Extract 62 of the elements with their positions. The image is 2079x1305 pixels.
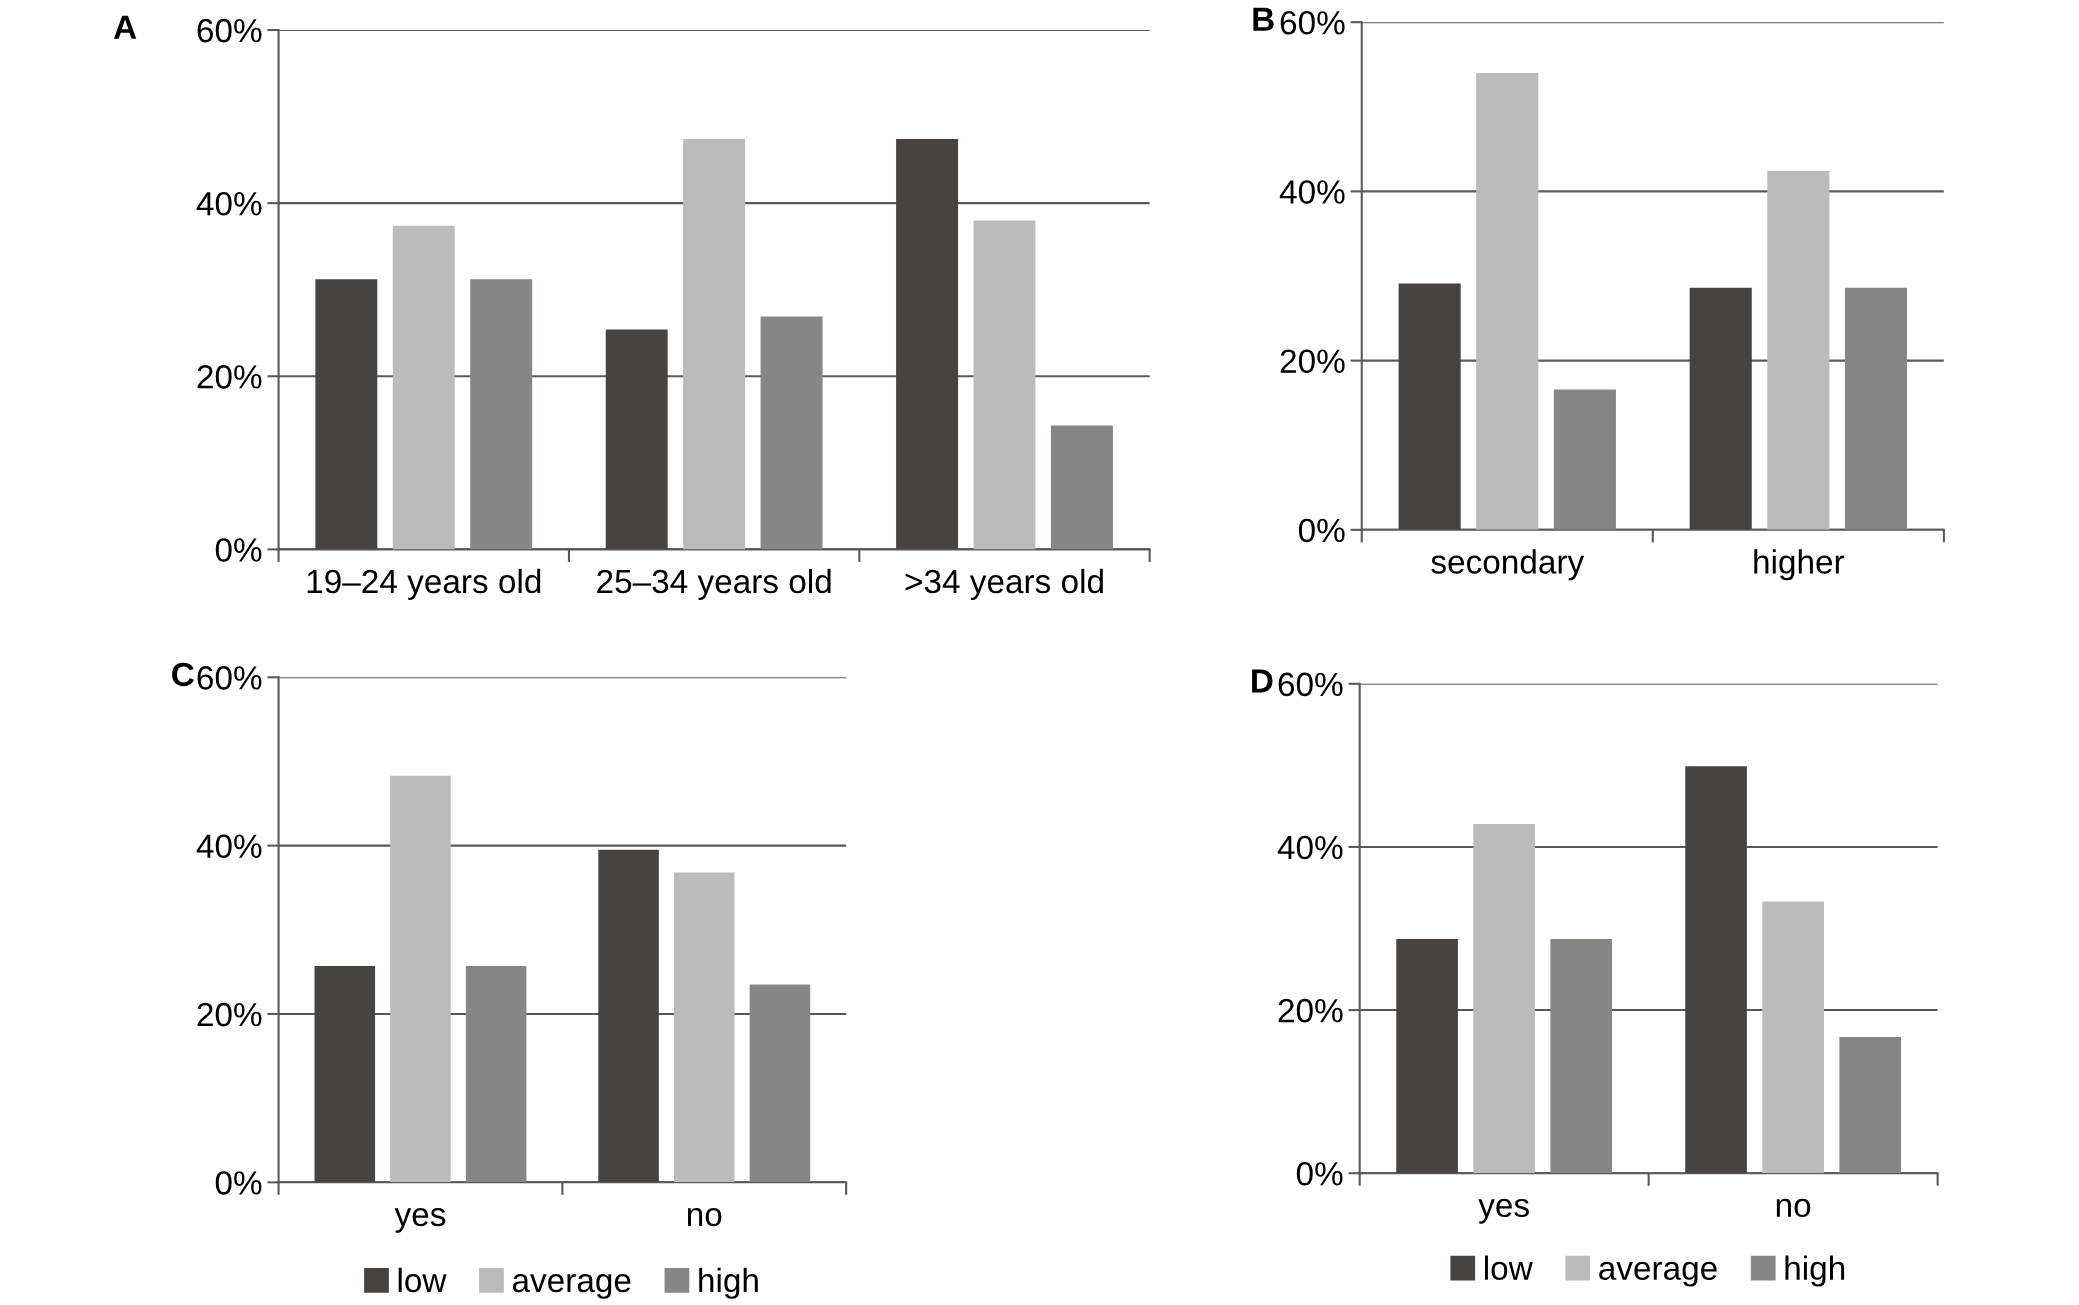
y-tick-label: 0% bbox=[215, 538, 262, 562]
y-tick-label: 60% bbox=[197, 666, 262, 690]
bar bbox=[605, 329, 668, 550]
bar bbox=[1396, 939, 1458, 1174]
y-tick-label: 20% bbox=[1280, 349, 1345, 374]
bar bbox=[1473, 824, 1535, 1174]
y-tick-label: 60% bbox=[197, 18, 262, 43]
bar bbox=[392, 225, 455, 550]
bar bbox=[1689, 287, 1752, 530]
y-tick-label: 60% bbox=[1278, 672, 1343, 697]
bar bbox=[1550, 939, 1613, 1174]
y-tick-label: 40% bbox=[1279, 180, 1345, 204]
bar bbox=[315, 279, 378, 550]
bar bbox=[973, 220, 1036, 550]
y-tick-label: 40% bbox=[196, 834, 262, 859]
y-tick-label: 40% bbox=[1277, 835, 1343, 860]
y-tick-label: 0% bbox=[1298, 518, 1345, 543]
legend-label: high bbox=[1785, 1255, 1845, 1287]
y-tick-label: 60% bbox=[1280, 10, 1345, 35]
x-tick-label: higher bbox=[1754, 549, 1845, 581]
y-tick-label: 20% bbox=[1278, 998, 1343, 1023]
bar bbox=[1767, 171, 1830, 530]
bar bbox=[760, 316, 823, 550]
text: B bbox=[1253, 7, 1274, 31]
legend-label: high bbox=[699, 1267, 758, 1299]
x-tick-label: yes bbox=[1478, 1198, 1529, 1224]
legend-label: average bbox=[1599, 1261, 1717, 1287]
bar bbox=[1050, 425, 1113, 550]
x-tick-label: 25–34 years old bbox=[597, 568, 831, 600]
bar bbox=[896, 139, 959, 550]
bar bbox=[673, 872, 735, 1183]
bar bbox=[1685, 766, 1747, 1174]
y-tick-label: 20% bbox=[197, 365, 262, 389]
bar bbox=[470, 279, 533, 550]
x-tick-label: no bbox=[1776, 1198, 1811, 1218]
bar bbox=[1839, 1036, 1902, 1174]
bar bbox=[1398, 283, 1461, 530]
bar bbox=[1553, 389, 1616, 530]
x-tick-label: secondary bbox=[1431, 549, 1585, 581]
bar bbox=[1476, 72, 1539, 530]
legend-label: low bbox=[398, 1267, 447, 1293]
legend-label: average bbox=[512, 1274, 631, 1299]
y-tick-label: 40% bbox=[196, 191, 262, 216]
bar bbox=[314, 966, 376, 1183]
x-tick-label: 19–24 years old bbox=[307, 568, 541, 600]
bar bbox=[598, 849, 659, 1183]
text: C bbox=[172, 662, 194, 687]
bar bbox=[749, 984, 811, 1183]
y-tick-label: 0% bbox=[215, 1171, 262, 1195]
bar bbox=[1844, 287, 1907, 530]
y-tick-label: 0% bbox=[1296, 1162, 1343, 1186]
y-tick-label: 20% bbox=[197, 1002, 262, 1027]
bar bbox=[465, 966, 527, 1183]
x-tick-label: >34 years old bbox=[905, 568, 1103, 600]
bar bbox=[1762, 901, 1824, 1174]
x-tick-label: no bbox=[687, 1207, 722, 1227]
x-tick-label: yes bbox=[394, 1207, 446, 1233]
text: D bbox=[1252, 669, 1273, 693]
bar bbox=[390, 775, 451, 1183]
text: A bbox=[113, 15, 137, 39]
legend-label: low bbox=[1484, 1255, 1533, 1281]
bar bbox=[683, 139, 746, 550]
